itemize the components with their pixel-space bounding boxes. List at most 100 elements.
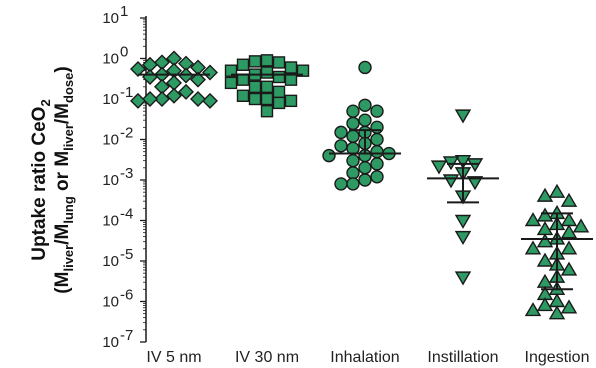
data-point xyxy=(536,233,554,248)
data-point xyxy=(190,71,206,88)
data-point xyxy=(370,170,384,184)
data-point xyxy=(548,293,566,308)
data-point xyxy=(370,144,384,159)
data-point xyxy=(536,207,554,222)
data-point xyxy=(560,212,578,227)
data-point xyxy=(284,73,298,86)
x-category-label: IV 5 nm xyxy=(146,349,201,366)
y-label-line2: (Mliver/Mlung or Mliver/Mdose) xyxy=(52,66,76,293)
data-point xyxy=(346,153,360,168)
data-point xyxy=(560,299,578,314)
data-point xyxy=(346,116,360,131)
y-tick-exponent: -5 xyxy=(120,246,133,263)
y-tick-exponent: -1 xyxy=(120,84,133,101)
data-point xyxy=(358,98,372,112)
y-tick-label: 10 xyxy=(102,213,119,230)
data-point xyxy=(284,61,298,74)
y-tick-exponent: -6 xyxy=(120,287,133,304)
data-point xyxy=(142,68,158,85)
data-point xyxy=(454,271,472,286)
y-tick-label: 10 xyxy=(102,91,119,108)
data-point xyxy=(334,139,348,153)
data-point xyxy=(346,129,360,143)
y-axis-label: Uptake ratio CeO2(Mliver/Mlung or Mliver… xyxy=(29,66,76,293)
y-tick-label: 10 xyxy=(102,334,119,351)
data-point xyxy=(130,61,146,78)
data-point xyxy=(166,74,182,91)
data-point xyxy=(524,212,542,227)
data-point xyxy=(560,192,578,207)
x-category-labels: IV 5 nm IV 30 nm Inhalation Instillation Ing… xyxy=(146,349,589,366)
data-point xyxy=(284,94,298,108)
data-point xyxy=(260,104,274,118)
data-point xyxy=(322,148,336,163)
data-point xyxy=(178,83,194,100)
data-point xyxy=(248,55,262,68)
data-point xyxy=(560,261,578,276)
data-point xyxy=(358,113,372,127)
data-point xyxy=(572,218,590,233)
data-point xyxy=(272,85,286,99)
data-point xyxy=(248,92,262,106)
y-tick-label: 10 xyxy=(102,51,119,68)
data-point xyxy=(260,66,274,79)
data-point xyxy=(454,109,472,124)
median-iqr-bars xyxy=(138,73,593,291)
data-point xyxy=(272,56,286,69)
data-point xyxy=(142,91,158,107)
data-point xyxy=(560,240,578,255)
data-point xyxy=(370,132,384,147)
data-point xyxy=(358,60,372,75)
data-point xyxy=(454,154,472,170)
y-tick-label: 10 xyxy=(102,132,119,149)
data-point xyxy=(370,120,384,135)
data-point xyxy=(548,305,566,320)
data-point xyxy=(334,177,348,191)
y-tick-exponent: -7 xyxy=(120,327,133,344)
data-point xyxy=(236,58,250,71)
data-point xyxy=(260,92,274,106)
data-point xyxy=(296,64,310,77)
y-tick-label: 10 xyxy=(102,172,119,189)
data-point xyxy=(430,160,448,175)
data-point xyxy=(536,252,554,267)
data-point xyxy=(346,166,360,180)
data-point xyxy=(454,230,472,246)
y-tick-exponent: -2 xyxy=(120,125,133,142)
data-point xyxy=(272,96,286,110)
data-point xyxy=(260,54,274,67)
y-tick-label: 10 xyxy=(102,10,119,27)
data-point xyxy=(358,173,372,187)
y-tick-exponent: -4 xyxy=(120,206,133,223)
data-point xyxy=(236,89,250,102)
y-tick-exponent: 0 xyxy=(120,44,128,61)
x-category-label: Instillation xyxy=(427,349,498,366)
data-point xyxy=(454,214,472,229)
data-point xyxy=(536,187,554,202)
data-point xyxy=(272,70,286,84)
data-point xyxy=(370,157,384,171)
x-category-label: Ingestion xyxy=(525,349,590,366)
data-point xyxy=(358,161,372,175)
data-point xyxy=(346,177,360,191)
y-tick-exponent: -3 xyxy=(120,165,133,182)
data-point xyxy=(260,80,274,94)
data-point xyxy=(154,91,170,107)
data-point xyxy=(524,240,542,255)
data-point xyxy=(560,224,578,239)
data-point xyxy=(130,92,146,109)
data-point xyxy=(236,73,250,86)
data-point xyxy=(166,87,182,104)
data-point xyxy=(536,297,554,312)
data-point xyxy=(202,64,218,81)
data-point xyxy=(224,64,238,77)
data-point xyxy=(190,91,206,107)
data-point xyxy=(248,80,262,94)
data-point xyxy=(334,125,348,140)
data-point xyxy=(202,92,218,109)
data-point xyxy=(548,183,566,198)
data-point xyxy=(224,76,238,90)
data-point xyxy=(346,104,360,118)
